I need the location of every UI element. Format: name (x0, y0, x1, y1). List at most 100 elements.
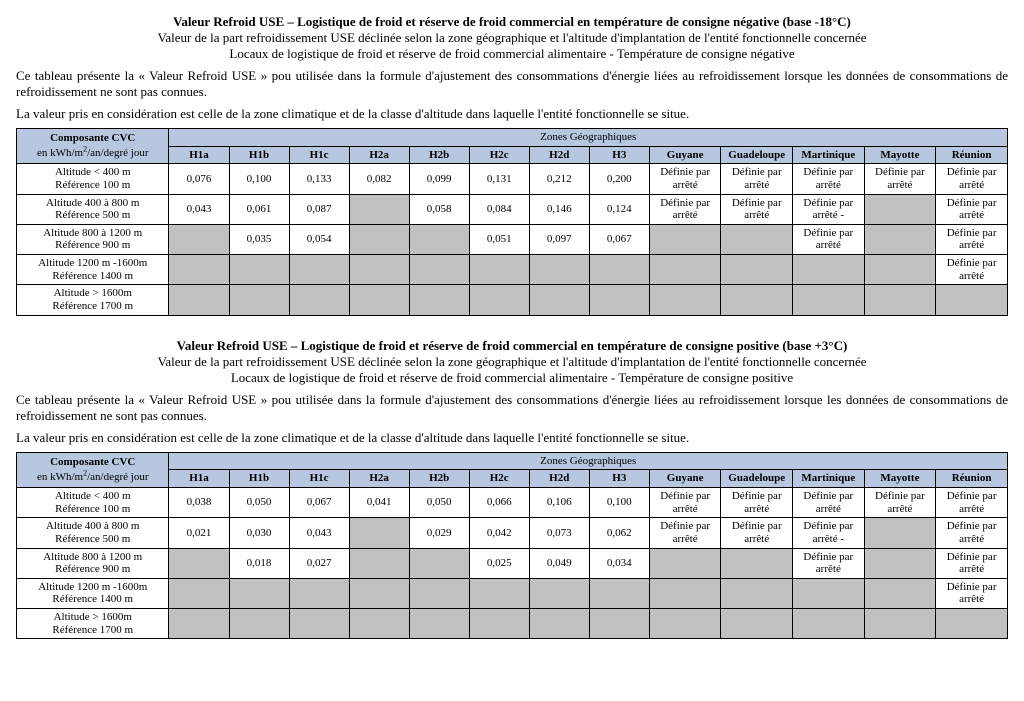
col-r4: Réunion (936, 470, 1008, 488)
cell-grey (469, 578, 529, 608)
col-h2: H1c (289, 470, 349, 488)
cell-grey (229, 255, 289, 285)
cell-grey (409, 285, 469, 315)
cell-val: 0,043 (169, 194, 229, 224)
table-row: Altitude 400 à 800 mRéférence 500 m0,021… (17, 518, 1008, 548)
section-1: Valeur Refroid USE – Logistique de froid… (16, 338, 1008, 640)
title-line2: Valeur de la part refroidissement USE dé… (16, 30, 1008, 46)
row-label: Altitude < 400 mRéférence 100 m (17, 164, 169, 194)
col-r1: Guadeloupe (721, 146, 793, 164)
cell-val: 0,035 (229, 224, 289, 254)
cell-grey (864, 285, 936, 315)
cell-def: Définie par arrêté (936, 518, 1008, 548)
cell-grey (529, 255, 589, 285)
cell-grey (864, 548, 936, 578)
cell-grey (589, 255, 649, 285)
header-zones: Zones Géographiques (169, 129, 1008, 147)
cell-grey (349, 518, 409, 548)
cell-grey (469, 609, 529, 639)
title-line3: Locaux de logistique de froid et réserve… (16, 370, 1008, 386)
cell-def: Définie par arrêté - (793, 194, 865, 224)
cell-grey (409, 224, 469, 254)
title-block: Valeur Refroid USE – Logistique de froid… (16, 14, 1008, 62)
data-table-1: Composante CVCen kWh/m2/an/degré jourZon… (16, 452, 1008, 640)
col-h0: H1a (169, 470, 229, 488)
cell-grey (289, 255, 349, 285)
cell-val: 0,131 (469, 164, 529, 194)
cell-grey (169, 609, 229, 639)
cell-val: 0,066 (469, 487, 529, 517)
cell-grey (469, 285, 529, 315)
title-line1: Valeur Refroid USE – Logistique de froid… (16, 14, 1008, 30)
cell-val: 0,133 (289, 164, 349, 194)
cell-grey (649, 548, 721, 578)
intro1: Ce tableau présente la « Valeur Refroid … (16, 392, 1008, 424)
cell-grey (649, 285, 721, 315)
row-label: Altitude 400 à 800 mRéférence 500 m (17, 194, 169, 224)
table-row: Altitude > 1600mRéférence 1700 m (17, 609, 1008, 639)
cell-grey (349, 255, 409, 285)
cell-val: 0,062 (589, 518, 649, 548)
cell-val: 0,076 (169, 164, 229, 194)
cell-grey (793, 285, 865, 315)
col-h4: H2b (409, 146, 469, 164)
title-block: Valeur Refroid USE – Logistique de froid… (16, 338, 1008, 386)
cell-grey (864, 609, 936, 639)
cell-def: Définie par arrêté (721, 487, 793, 517)
cell-val: 0,021 (169, 518, 229, 548)
cell-def: Définie par arrêté (721, 164, 793, 194)
col-h6: H2d (529, 146, 589, 164)
table-row: Altitude < 400 mRéférence 100 m0,0760,10… (17, 164, 1008, 194)
cell-grey (169, 255, 229, 285)
cell-grey (229, 609, 289, 639)
cell-def: Définie par arrêté (649, 164, 721, 194)
col-h7: H3 (589, 146, 649, 164)
cell-grey (349, 194, 409, 224)
table-row: Altitude < 400 mRéférence 100 m0,0380,05… (17, 487, 1008, 517)
cell-grey (529, 578, 589, 608)
cell-grey (349, 224, 409, 254)
cell-grey (349, 609, 409, 639)
cell-def: Définie par arrêté (936, 164, 1008, 194)
col-r3: Mayotte (864, 146, 936, 164)
row-label: Altitude < 400 mRéférence 100 m (17, 487, 169, 517)
cell-def: Définie par arrêté (864, 487, 936, 517)
col-h2: H1c (289, 146, 349, 164)
row-label: Altitude > 1600mRéférence 1700 m (17, 609, 169, 639)
cell-val: 0,100 (229, 164, 289, 194)
cell-val: 0,034 (589, 548, 649, 578)
row-label: Altitude 1200 m -1600mRéférence 1400 m (17, 578, 169, 608)
intro2: La valeur pris en considération est cell… (16, 430, 1008, 446)
cell-def: Définie par arrêté (936, 194, 1008, 224)
col-h1: H1b (229, 470, 289, 488)
cell-grey (169, 548, 229, 578)
table-row: Altitude 400 à 800 mRéférence 500 m0,043… (17, 194, 1008, 224)
col-h0: H1a (169, 146, 229, 164)
cell-grey (864, 518, 936, 548)
cell-val: 0,061 (229, 194, 289, 224)
cell-val: 0,043 (289, 518, 349, 548)
table-row: Altitude > 1600mRéférence 1700 m (17, 285, 1008, 315)
cell-grey (721, 255, 793, 285)
table-row: Altitude 1200 m -1600mRéférence 1400 mDé… (17, 255, 1008, 285)
col-r2: Martinique (793, 146, 865, 164)
cell-val: 0,051 (469, 224, 529, 254)
cell-val: 0,067 (289, 487, 349, 517)
title-line1: Valeur Refroid USE – Logistique de froid… (16, 338, 1008, 354)
cell-grey (409, 548, 469, 578)
row-label: Altitude 800 à 1200 mRéférence 900 m (17, 224, 169, 254)
cell-grey (529, 609, 589, 639)
col-h3: H2a (349, 470, 409, 488)
cell-grey (936, 609, 1008, 639)
cell-val: 0,100 (589, 487, 649, 517)
cell-val: 0,106 (529, 487, 589, 517)
col-h1: H1b (229, 146, 289, 164)
cell-grey (864, 255, 936, 285)
row-label: Altitude 1200 m -1600mRéférence 1400 m (17, 255, 169, 285)
col-r0: Guyane (649, 470, 721, 488)
cell-grey (289, 285, 349, 315)
col-h3: H2a (349, 146, 409, 164)
header-zones: Zones Géographiques (169, 452, 1008, 470)
col-h6: H2d (529, 470, 589, 488)
cell-grey (721, 578, 793, 608)
